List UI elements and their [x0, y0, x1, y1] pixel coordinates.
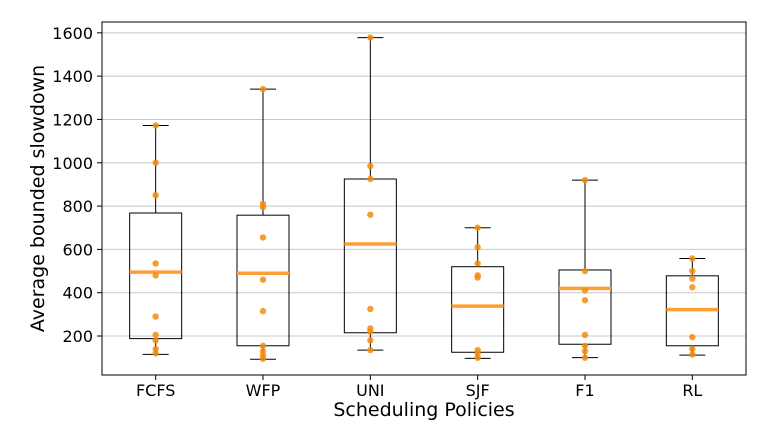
data-point	[259, 276, 267, 283]
x-tick-label: UNI	[356, 381, 384, 400]
data-point	[689, 255, 696, 262]
data-point	[259, 347, 267, 355]
x-tick-label: WFP	[246, 381, 281, 400]
data-point	[474, 346, 481, 354]
data-point	[474, 272, 481, 279]
plot-frame	[101, 21, 747, 376]
y-tick-label: 1400	[52, 67, 93, 86]
data-point	[367, 337, 374, 344]
y-tick-label: 1000	[52, 154, 93, 173]
data-point	[259, 307, 267, 315]
data-point	[689, 275, 696, 282]
data-point	[367, 346, 374, 354]
data-point	[152, 345, 159, 353]
data-point	[474, 224, 481, 231]
data-point	[152, 272, 159, 279]
data-point	[581, 331, 589, 339]
data-point	[152, 159, 159, 166]
data-point	[259, 234, 267, 241]
grid-lines	[102, 32, 746, 337]
data-point	[581, 287, 589, 294]
data-point	[581, 347, 589, 355]
data-point	[689, 345, 696, 353]
data-point	[152, 192, 159, 199]
y-axis-title: Average bounded slowdown	[27, 65, 49, 332]
data-point	[689, 333, 696, 341]
data-point	[581, 176, 589, 184]
y-tick-label: 800	[62, 197, 93, 216]
y-axis-ticks: 200 400 600 800 1000 1200 1400 1600	[52, 24, 102, 346]
x-axis-title: Scheduling Policies	[333, 399, 514, 421]
data-point	[367, 305, 374, 313]
data-point	[152, 331, 159, 339]
x-tick-label: FCFS	[136, 381, 175, 400]
data-point	[367, 175, 374, 183]
x-tick-label: F1	[575, 381, 594, 400]
y-tick-label: 1200	[52, 110, 93, 129]
data-point	[581, 267, 589, 275]
data-point	[152, 122, 159, 129]
data-point	[367, 162, 374, 170]
x-tick-label: SJF	[466, 381, 490, 400]
data-point	[689, 351, 696, 358]
data-point	[689, 267, 696, 275]
data-point	[259, 85, 267, 93]
y-tick-label: 1600	[52, 24, 93, 43]
data-point	[581, 297, 589, 304]
y-tick-label: 600	[62, 240, 93, 259]
box-uni	[343, 37, 397, 351]
data-point	[367, 325, 374, 332]
data-point	[367, 34, 374, 41]
x-tick-label: RL	[682, 381, 702, 400]
box-wfp	[236, 88, 290, 360]
x-axis-ticks: FCFS WFP UNI SJF F1 RL	[136, 375, 702, 400]
data-point	[474, 260, 481, 267]
data-point	[367, 211, 374, 218]
data-point	[474, 244, 481, 251]
data-point	[152, 260, 159, 267]
boxes	[129, 37, 719, 360]
data-points	[152, 34, 696, 362]
data-point	[689, 284, 696, 291]
data-point	[259, 342, 267, 349]
data-point	[581, 342, 589, 349]
data-point	[581, 354, 589, 361]
y-tick-label: 200	[62, 327, 93, 346]
data-point	[152, 313, 159, 320]
y-tick-label: 400	[62, 284, 93, 303]
data-point	[259, 200, 267, 208]
data-point	[152, 337, 159, 344]
